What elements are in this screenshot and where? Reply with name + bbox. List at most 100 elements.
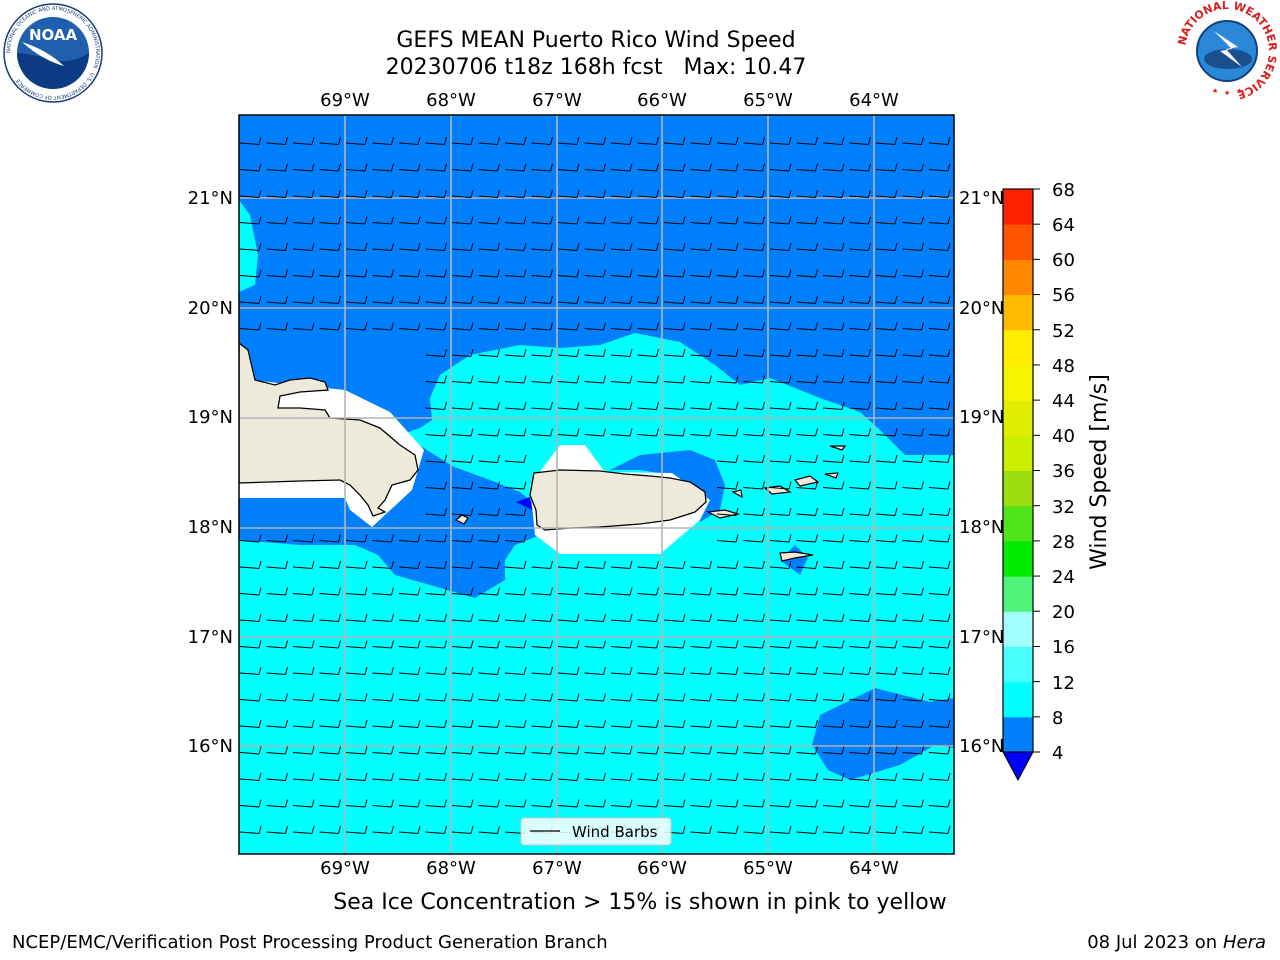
wind-barb xyxy=(478,481,500,490)
wind-barb xyxy=(822,825,845,834)
lat-label-left-1: 20°N xyxy=(188,298,233,319)
wind-barb xyxy=(451,560,474,569)
wind-barb xyxy=(478,719,500,728)
wind-barb xyxy=(796,534,818,543)
wind-barb xyxy=(743,825,765,834)
wind-barb xyxy=(398,295,421,304)
wind-barb xyxy=(849,746,871,755)
wind-barb xyxy=(796,242,818,251)
colorbar-tick-label: 48 xyxy=(1052,356,1075,377)
land-mona-island xyxy=(454,514,469,525)
wind-barb xyxy=(875,799,898,808)
wind-barb xyxy=(610,560,633,569)
wind-barb xyxy=(478,242,500,251)
wind-barb xyxy=(319,640,341,649)
wind-barb xyxy=(928,401,951,410)
wind-barb xyxy=(425,772,447,781)
wind-barb xyxy=(398,189,421,198)
wind-barb xyxy=(690,428,712,437)
wind-barb xyxy=(769,163,792,172)
wind-barb xyxy=(425,719,447,728)
colorbar-tick-label: 20 xyxy=(1052,602,1075,623)
colorbar: 4 8 12 16 20 24 28 32 36 40 44 48 52 56 … xyxy=(1002,180,1112,782)
wind-barb xyxy=(796,269,818,278)
wind-barb xyxy=(796,163,818,172)
wind-barb xyxy=(398,693,421,702)
wind-barb xyxy=(743,693,765,702)
wind-barb xyxy=(266,613,288,622)
wind-barb xyxy=(372,746,394,755)
wind-barb xyxy=(849,772,871,781)
wind-barb xyxy=(319,269,341,278)
wind-barb xyxy=(796,454,818,463)
wind-barb xyxy=(557,136,580,145)
wind-barb xyxy=(398,640,421,649)
wind-barb xyxy=(769,693,792,702)
wind-barb xyxy=(398,719,421,728)
wind-barb xyxy=(796,613,818,622)
wind-barb xyxy=(875,242,898,251)
wind-barb xyxy=(796,666,818,675)
wind-barb xyxy=(637,587,659,596)
wind-barb xyxy=(663,348,686,357)
wind-barb xyxy=(690,693,712,702)
colorbar-segment xyxy=(1003,294,1033,331)
wind-barb xyxy=(345,189,368,198)
wind-barb xyxy=(849,613,871,622)
wind-barb xyxy=(637,560,659,569)
wind-barb xyxy=(425,242,447,251)
colorbar-segment xyxy=(1003,540,1033,577)
wind-barb xyxy=(531,189,553,198)
map-subtitle-run: 20230706 t18z 168h fcst Max: 10.47 xyxy=(385,55,807,80)
wind-barb xyxy=(663,666,686,675)
nws-logo-icon: NATIONAL WEATHER SERVICE ★ ★ ★ xyxy=(1176,1,1278,101)
wind-barb xyxy=(796,772,818,781)
wind-barb xyxy=(425,825,447,834)
wind-barb xyxy=(716,507,739,516)
wind-barb xyxy=(531,772,553,781)
wind-barb xyxy=(769,640,792,649)
wind-barb xyxy=(743,799,765,808)
colorbar-segment xyxy=(1003,681,1033,718)
wind-barb xyxy=(743,401,765,410)
wind-barb xyxy=(743,666,765,675)
wind-barb xyxy=(425,401,447,410)
wind-barb xyxy=(239,322,262,331)
wind-barb xyxy=(451,454,474,463)
wind-barb xyxy=(875,163,898,172)
wind-barb xyxy=(266,746,288,755)
wind-barb xyxy=(690,189,712,198)
wind-barb xyxy=(663,401,686,410)
wind-barb xyxy=(690,746,712,755)
wind-barb xyxy=(504,719,527,728)
wind-barb xyxy=(610,189,633,198)
wind-barb xyxy=(637,136,659,145)
wind-barb xyxy=(584,587,606,596)
wind-barb xyxy=(478,666,500,675)
wind-barb xyxy=(425,163,447,172)
wind-barb xyxy=(451,295,474,304)
wind-barb xyxy=(769,719,792,728)
wind-barb xyxy=(822,799,845,808)
wind-barb xyxy=(292,719,315,728)
wind-barb xyxy=(769,613,792,622)
wind-barb xyxy=(451,507,474,516)
wind-barb xyxy=(875,825,898,834)
wind-barb xyxy=(610,322,633,331)
lat-label-right-1: 20°N xyxy=(959,298,1004,319)
wind-barb xyxy=(292,825,315,834)
lon-label-bottom-2: 67°W xyxy=(532,858,582,879)
wind-barb xyxy=(239,666,262,675)
colorbar-tick-label: 32 xyxy=(1052,497,1075,518)
land-virgin-islands-2 xyxy=(793,475,820,487)
wind-barb xyxy=(902,269,924,278)
wind-barb xyxy=(902,454,924,463)
wind-barb xyxy=(690,216,712,225)
wind-barb xyxy=(425,587,447,596)
wind-barb xyxy=(319,666,341,675)
wind-barb xyxy=(610,295,633,304)
wind-barb xyxy=(637,163,659,172)
colorbar-tick-label: 60 xyxy=(1052,250,1075,271)
wind-barb xyxy=(796,746,818,755)
wind-barb xyxy=(796,799,818,808)
